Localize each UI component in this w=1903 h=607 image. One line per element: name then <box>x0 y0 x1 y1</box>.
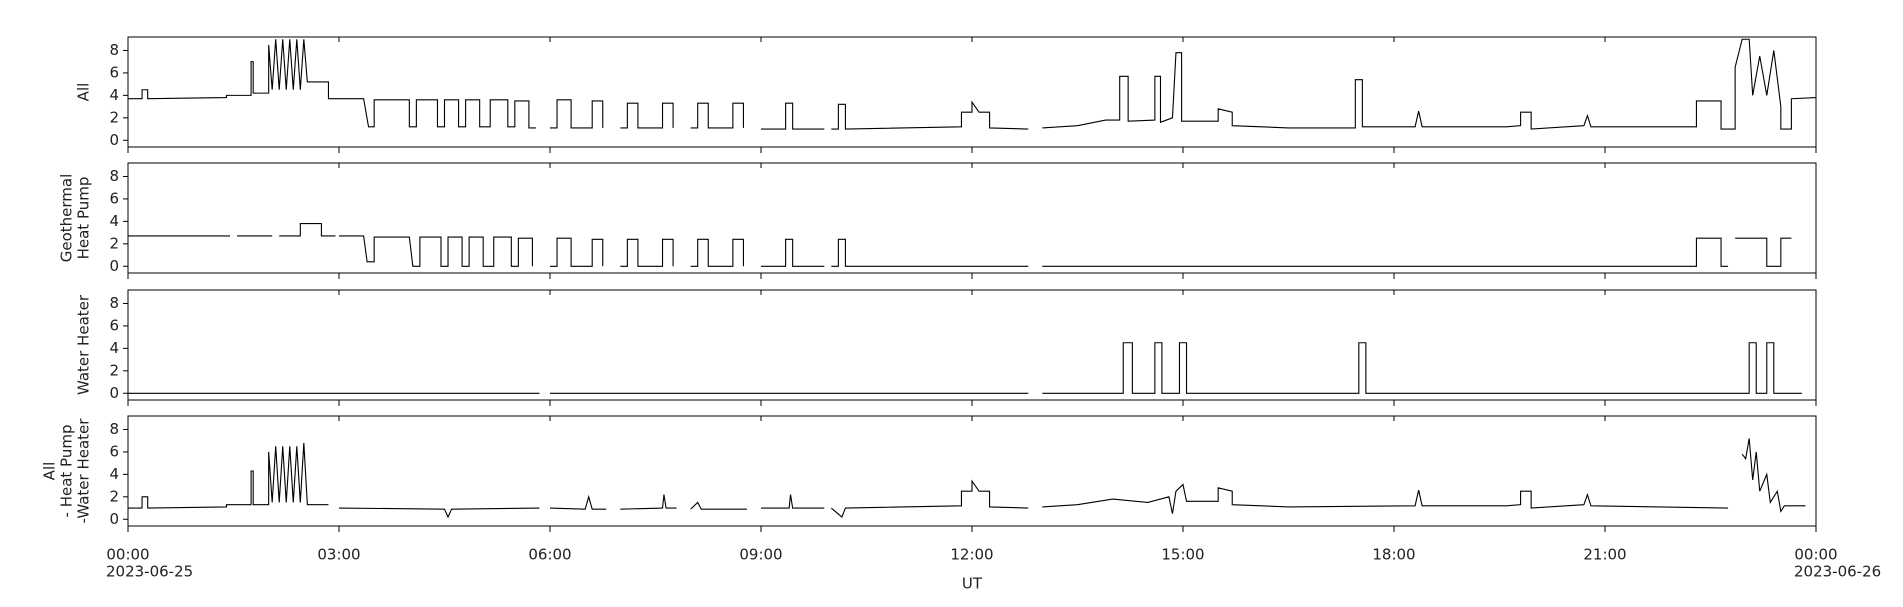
x-tick-label: 06:00 <box>528 546 571 564</box>
x-tick-date: 2023-06-25 <box>106 563 193 581</box>
plot-frame <box>127 36 1817 148</box>
y-tick-label: 2 <box>109 361 119 379</box>
y-tick-label: 8 <box>109 41 119 59</box>
plot-frame <box>127 289 1817 401</box>
x-tick-label: 09:00 <box>739 546 782 564</box>
y-tick-label: 4 <box>109 465 119 483</box>
y-tick-label: 6 <box>109 189 119 207</box>
plot-frame <box>127 415 1817 527</box>
x-tick-label: 21:00 <box>1583 546 1626 564</box>
x-tick-label: 15:00 <box>1161 546 1204 564</box>
x-tick-label: 12:00 <box>950 546 993 564</box>
data-line <box>128 38 1817 130</box>
y-tick-label: 0 <box>109 131 119 149</box>
x-tick-label: 03:00 <box>317 546 360 564</box>
y-tick-label: 0 <box>109 384 119 402</box>
y-tick-label: 6 <box>109 63 119 81</box>
y-tick-label: 0 <box>109 510 119 528</box>
y-tick-label: 6 <box>109 442 119 460</box>
x-tick-label: 00:00 <box>106 546 149 564</box>
data-line <box>128 223 1792 267</box>
x-tick-label: 00:00 <box>1794 546 1837 564</box>
y-axis-label: Geothermal <box>58 174 76 263</box>
x-tick-date: 2023-06-26 <box>1794 563 1881 581</box>
y-tick-label: 2 <box>109 108 119 126</box>
y-axis-label: -Water Heater <box>75 418 93 524</box>
y-tick-label: 8 <box>109 420 119 438</box>
y-tick-label: 4 <box>109 86 119 104</box>
y-tick-label: 4 <box>109 212 119 230</box>
data-line <box>128 438 1806 519</box>
y-axis-label: - Heat Pump <box>58 425 76 518</box>
x-axis-label: UT <box>962 575 983 593</box>
plot-frame <box>127 162 1817 274</box>
data-line <box>128 342 1802 394</box>
y-axis-label: Water Heater <box>75 294 93 395</box>
y-tick-label: 6 <box>109 316 119 334</box>
y-tick-label: 4 <box>109 339 119 357</box>
y-axis-label: All <box>75 83 93 102</box>
y-axis-label: Heat Pump <box>75 177 93 260</box>
y-tick-label: 0 <box>109 257 119 275</box>
y-tick-label: 8 <box>109 167 119 185</box>
y-axis-label: All <box>41 462 59 481</box>
y-tick-label: 2 <box>109 487 119 505</box>
y-tick-label: 8 <box>109 294 119 312</box>
y-tick-label: 2 <box>109 234 119 252</box>
x-tick-label: 18:00 <box>1372 546 1415 564</box>
